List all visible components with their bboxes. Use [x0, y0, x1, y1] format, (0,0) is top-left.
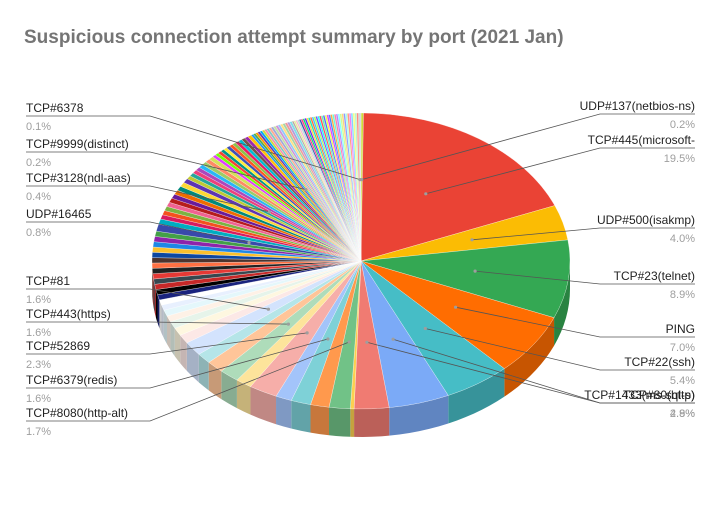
slice-label-7: TCP#80(http)	[623, 388, 695, 402]
slice-label-9: TCP#8080(http-alt)	[26, 406, 128, 420]
pie-side-27	[155, 289, 158, 323]
pie-side-17	[198, 354, 209, 391]
leader-dot-39	[247, 241, 251, 245]
pie-side-19	[180, 335, 187, 371]
leader-line-15	[26, 321, 289, 325]
pie-side-14	[236, 380, 251, 415]
slice-percent-11: 1.6%	[26, 393, 51, 405]
slice-label-39: UDP#16465	[26, 207, 92, 221]
slice-percent-7: 2.8%	[670, 408, 695, 420]
leader-dot-6	[391, 337, 395, 341]
slice-percent-53: 0.4%	[26, 191, 51, 203]
chart-title: Suspicious connection attempt summary by…	[24, 27, 564, 48]
pie-side-29	[153, 279, 155, 313]
pie-side-30	[152, 273, 154, 308]
leader-line-18	[26, 288, 269, 310]
pie-slice-3	[360, 239, 571, 318]
leader-line-0	[361, 113, 695, 180]
pie-side-24	[161, 305, 164, 339]
slice-percent-76: 0.2%	[26, 157, 51, 169]
pie-slice-1	[360, 112, 556, 262]
slice-percent-2: 4.0%	[670, 233, 695, 245]
leader-dot-4	[454, 305, 458, 309]
pie-side-10	[310, 404, 330, 436]
leader-line-11	[26, 338, 329, 389]
leader-line-9	[26, 341, 350, 422]
leader-line-126	[26, 115, 361, 180]
pie-side-11	[291, 400, 311, 433]
leader-line-76	[26, 151, 306, 190]
leader-line-7	[366, 341, 695, 404]
slice-percent-126: 0.1%	[26, 121, 51, 133]
leader-line-53	[26, 185, 270, 213]
pie-side-6	[389, 395, 449, 436]
pie-side-25	[159, 299, 162, 334]
slice-label-15: TCP#443(https)	[26, 307, 111, 321]
pie-side-7	[354, 407, 390, 437]
slice-percent-13: 2.3%	[26, 359, 51, 371]
leader-dot-9	[347, 340, 351, 344]
leader-dot-18	[266, 307, 270, 311]
pie-side-21	[170, 321, 175, 357]
leader-dot-53	[267, 210, 271, 214]
leader-dot-13	[305, 331, 309, 335]
pie-side-16	[208, 362, 222, 400]
slice-percent-3: 8.9%	[670, 289, 695, 301]
leader-dot-3	[473, 269, 477, 273]
leader-dot-5	[423, 326, 427, 331]
slice-label-3: TCP#23(telnet)	[614, 269, 695, 283]
leader-line-13	[26, 332, 308, 355]
pie-side-12	[276, 396, 292, 429]
leader-dot-1	[424, 192, 428, 196]
slice-label-0: UDP#137(netbios-ns)	[580, 99, 695, 113]
slice-label-4: PING	[666, 322, 695, 336]
slice-percent-4: 7.0%	[670, 342, 695, 354]
leader-dot-2	[470, 238, 474, 242]
slice-label-76: TCP#9999(distinct)	[26, 137, 129, 151]
leader-dot-15	[286, 322, 290, 326]
slice-percent-9: 1.7%	[26, 426, 51, 438]
slice-percent-39: 0.8%	[26, 227, 51, 239]
slice-label-13: TCP#52869	[26, 339, 90, 353]
leader-dot-126	[358, 178, 362, 182]
leader-dot-76	[304, 188, 308, 192]
pie-side-3	[554, 261, 570, 346]
pie-side-22	[166, 316, 171, 350]
pie-slice-127	[359, 112, 362, 262]
leader-dot-7	[365, 340, 369, 344]
pie-side-28	[154, 284, 156, 318]
leader-line-3	[475, 270, 695, 285]
slice-label-2: UDP#500(isakmp)	[597, 213, 695, 227]
pie-side-8	[350, 408, 355, 437]
leader-dot-11	[326, 337, 330, 341]
pie-side-5	[448, 368, 505, 424]
slice-label-6: TCP#1433(ms-sql-s)	[584, 388, 695, 402]
slice-label-18: TCP#81	[26, 274, 70, 288]
slice-label-1: TCP#445(microsoft-	[588, 133, 695, 147]
slice-percent-0: 0.2%	[670, 119, 695, 131]
leader-line-39	[26, 221, 250, 243]
slice-percent-15: 1.6%	[26, 327, 51, 339]
leader-line-4	[455, 306, 695, 338]
pie-side-31	[152, 268, 153, 302]
pie-side-18	[186, 342, 199, 383]
slice-percent-6: 4.9%	[670, 408, 695, 420]
slice-label-5: TCP#22(ssh)	[624, 355, 695, 369]
slice-label-11: TCP#6379(redis)	[26, 373, 117, 387]
leader-line-2	[471, 227, 695, 241]
leader-line-5	[425, 328, 695, 371]
slice-percent-5: 5.4%	[670, 375, 695, 387]
slice-percent-18: 1.6%	[26, 294, 51, 306]
slice-label-53: TCP#3128(ndl-aas)	[26, 171, 131, 185]
pie-side-23	[163, 310, 167, 345]
pie-side-20	[174, 328, 181, 364]
slice-label-126: TCP#6378	[26, 101, 84, 115]
pie-side-13	[250, 386, 277, 425]
leader-line-1	[425, 147, 695, 195]
slice-percent-1: 19.5%	[664, 153, 695, 165]
pie-side-26	[157, 294, 160, 328]
pie-side-9	[329, 407, 351, 437]
